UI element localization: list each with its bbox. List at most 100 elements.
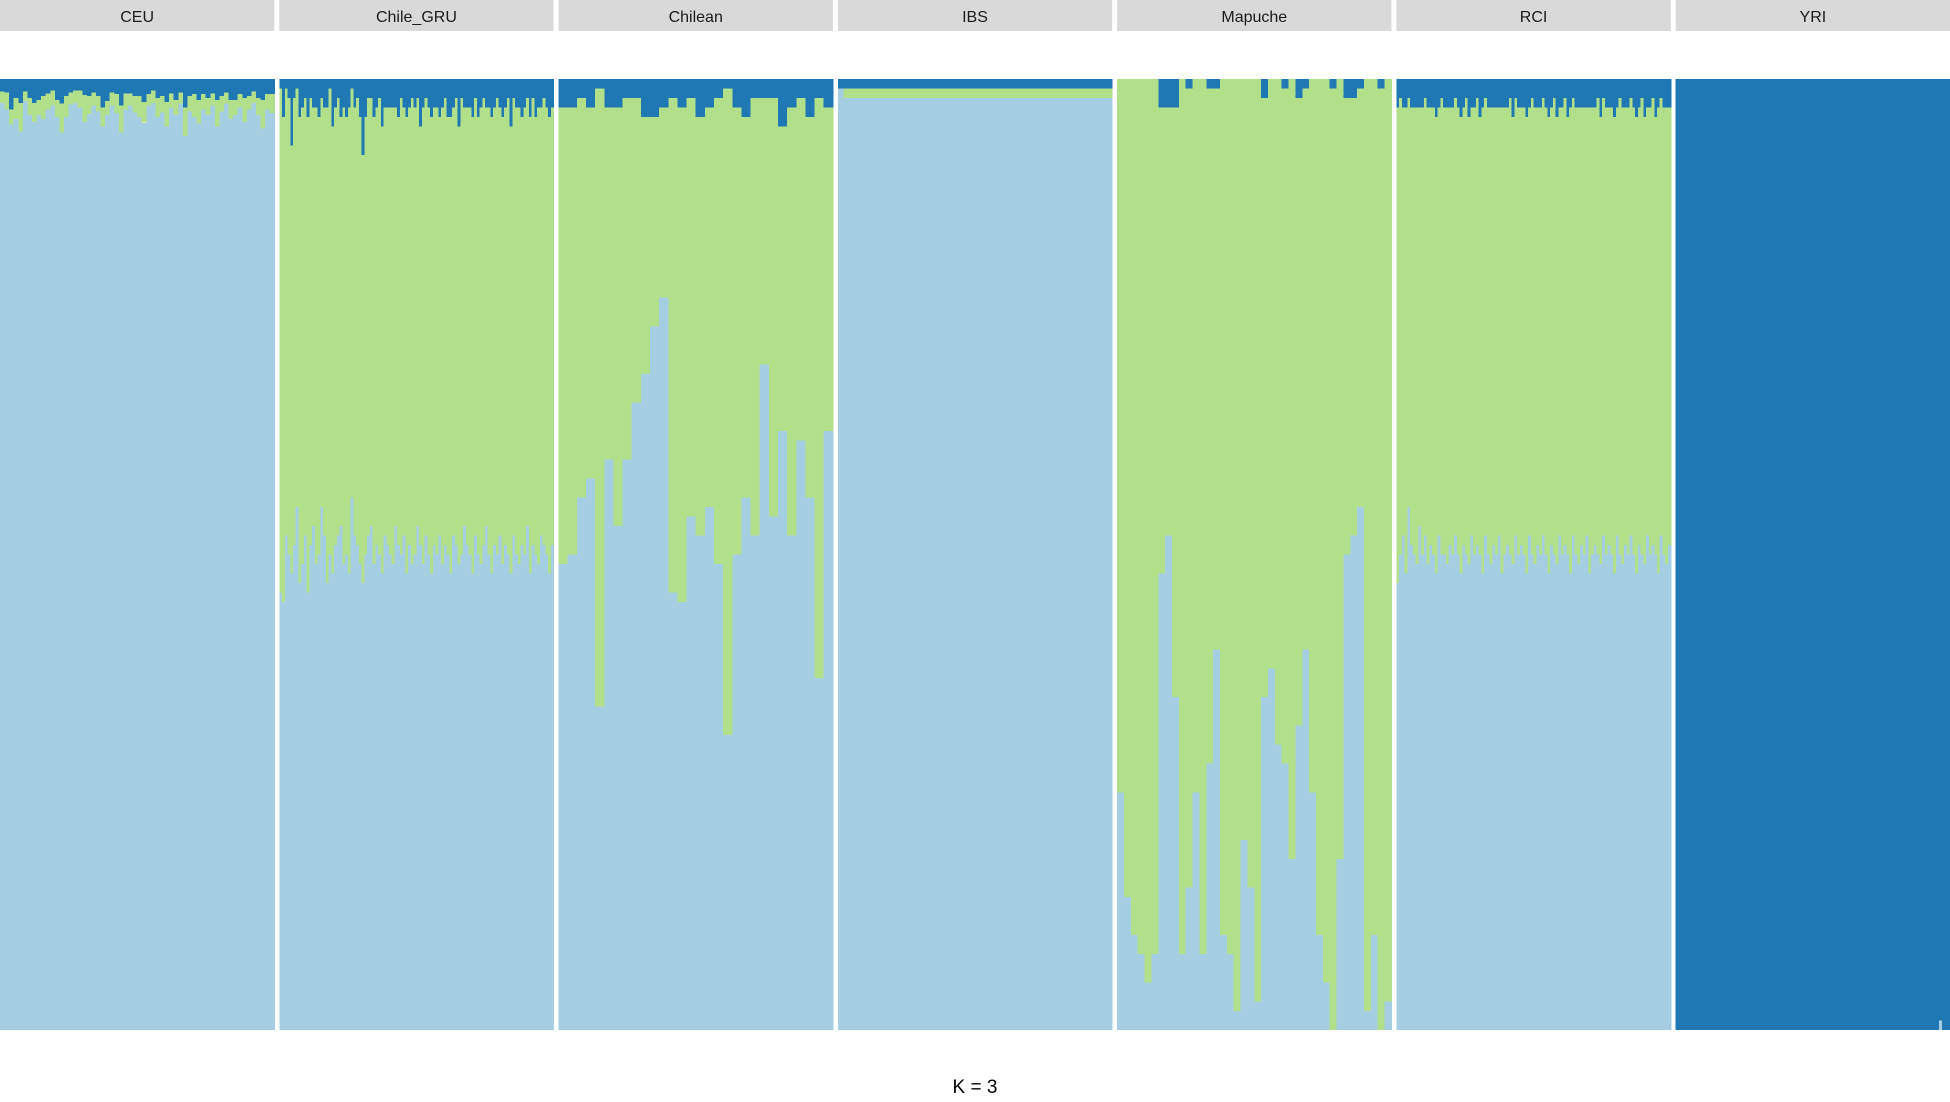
ancestry-segment xyxy=(323,535,327,1030)
ancestry-segment xyxy=(1692,79,1696,1030)
ancestry-segment xyxy=(1643,564,1647,1030)
ancestry-segment xyxy=(1081,98,1086,1030)
ancestry-segment xyxy=(843,79,847,89)
ancestry-segment xyxy=(768,98,779,517)
ancestry-segment xyxy=(345,79,349,118)
ancestry-segment xyxy=(604,459,615,1030)
ancestry-segment xyxy=(1571,98,1576,536)
ancestry-segment xyxy=(953,79,957,89)
ancestry-segment xyxy=(18,131,24,1030)
ancestry-segment xyxy=(427,107,431,555)
ancestry-segment xyxy=(528,79,533,118)
panel-label: RCI xyxy=(1520,9,1548,26)
ancestry-segment xyxy=(301,564,305,1030)
ancestry-segment xyxy=(1900,79,1904,1030)
ancestry-segment xyxy=(331,126,335,574)
ancestry-segment xyxy=(969,88,973,99)
ancestry-segment xyxy=(504,79,508,108)
ancestry-segment xyxy=(105,100,111,116)
ancestry-segment xyxy=(1506,544,1510,1030)
ancestry-segment xyxy=(1744,79,1748,1030)
ancestry-segment xyxy=(895,98,899,1030)
ancestry-segment xyxy=(1407,79,1411,99)
ancestry-segment xyxy=(944,88,949,99)
ancestry-segment xyxy=(284,88,289,536)
ancestry-segment xyxy=(1434,117,1439,574)
ancestry-segment xyxy=(928,98,932,1030)
ancestry-segment xyxy=(759,98,770,365)
ancestry-segment xyxy=(1035,79,1039,89)
ancestry-segment xyxy=(498,79,503,108)
panel-ceu: CEU xyxy=(0,0,275,1031)
ancestry-segment xyxy=(604,107,615,460)
ancestry-segment xyxy=(369,98,374,526)
ancestry-segment xyxy=(1492,544,1496,1030)
ancestry-segment xyxy=(50,79,56,91)
ancestry-segment xyxy=(118,79,125,106)
ancestry-segment xyxy=(741,79,752,118)
ancestry-segment xyxy=(59,79,65,104)
ancestry-segment xyxy=(1552,79,1557,99)
ancestry-segment xyxy=(939,98,943,1030)
ancestry-segment xyxy=(1038,98,1042,1030)
ancestry-segment xyxy=(1443,554,1447,1030)
ancestry-segment xyxy=(1418,79,1422,108)
ancestry-segment xyxy=(1722,79,1726,1030)
ancestry-segment xyxy=(178,79,184,93)
ancestry-segment xyxy=(196,123,202,1030)
ancestry-segment xyxy=(796,440,807,1030)
ancestry-segment xyxy=(287,79,291,99)
ancestry-segment xyxy=(287,554,291,1030)
ancestry-segment xyxy=(868,88,872,99)
ancestry-segment xyxy=(622,79,633,99)
ancestry-segment xyxy=(1700,79,1704,1030)
ancestry-segment xyxy=(884,79,888,89)
ancestry-segment xyxy=(1635,117,1639,574)
ancestry-segment xyxy=(1007,88,1012,99)
ancestry-segment xyxy=(347,573,352,1030)
ancestry-segment xyxy=(988,79,993,89)
ancestry-segment xyxy=(446,79,450,118)
ancestry-segment xyxy=(504,107,508,545)
ancestry-segment xyxy=(1087,79,1091,89)
ancestry-segment xyxy=(128,79,134,94)
ancestry-segment xyxy=(1254,1001,1262,1030)
ancestry-segment xyxy=(895,79,899,89)
ancestry-segment xyxy=(1040,98,1045,1030)
ancestry-segment xyxy=(77,79,83,91)
ancestry-segment xyxy=(22,91,29,101)
ancestry-segment xyxy=(857,88,861,99)
ancestry-segment xyxy=(416,98,420,526)
ancestry-segment xyxy=(732,79,743,108)
ancestry-segment xyxy=(531,79,535,99)
ancestry-segment xyxy=(490,573,494,1030)
ancestry-segment xyxy=(391,107,396,565)
ancestry-segment xyxy=(900,98,905,1030)
ancestry-segment xyxy=(613,79,624,108)
ancestry-segment xyxy=(476,554,481,1030)
ancestry-segment xyxy=(873,88,877,99)
ancestry-segment xyxy=(1051,98,1056,1030)
ancestry-segment xyxy=(1550,544,1554,1030)
ancestry-segment xyxy=(1106,98,1110,1030)
ancestry-segment xyxy=(1309,79,1317,793)
ancestry-segment xyxy=(504,544,508,1030)
ancestry-segment xyxy=(419,544,423,1030)
ancestry-segment xyxy=(659,107,669,298)
ancestry-segment xyxy=(96,79,102,97)
ancestry-segment xyxy=(457,79,461,127)
ancestry-segment xyxy=(1418,525,1422,1030)
ancestry-segment xyxy=(892,79,897,89)
ancestry-segment xyxy=(482,79,486,99)
ancestry-segment xyxy=(914,88,918,99)
ancestry-segment xyxy=(1919,79,1924,1030)
ancestry-segment xyxy=(290,573,294,1030)
ancestry-segment xyxy=(1506,107,1510,545)
ancestry-segment xyxy=(64,117,70,1031)
ancestry-segment xyxy=(677,602,688,1030)
ancestry-segment xyxy=(1459,79,1463,118)
ancestry-segment xyxy=(1736,79,1740,1030)
ancestry-segment xyxy=(192,117,198,1031)
ancestry-segment xyxy=(1079,98,1083,1030)
ancestry-segment xyxy=(1090,98,1094,1030)
